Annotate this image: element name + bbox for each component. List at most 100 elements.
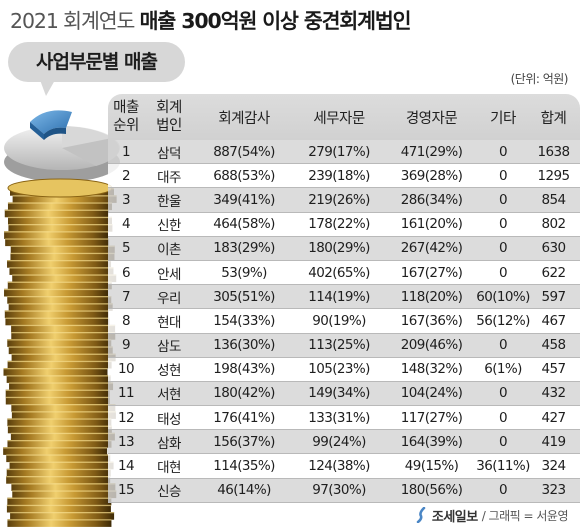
cell-firm: 우리 bbox=[157, 290, 181, 307]
cell-total: 419 bbox=[541, 433, 567, 450]
coin bbox=[12, 195, 117, 203]
cell-etc: 0 bbox=[499, 216, 508, 233]
coin-rim bbox=[3, 368, 108, 370]
cell-firm: 신한 bbox=[157, 218, 181, 235]
coin bbox=[12, 490, 117, 499]
coin-rim bbox=[8, 216, 113, 219]
coin-rim bbox=[7, 418, 112, 420]
coin bbox=[4, 310, 109, 319]
cell-etc: 0 bbox=[499, 167, 508, 184]
cell-audit: 180(42%) bbox=[213, 385, 275, 402]
cell-firm: 서현 bbox=[157, 387, 181, 404]
cell-rank: 12 bbox=[118, 409, 135, 426]
cell-mgmt: 167(27%) bbox=[400, 264, 463, 281]
cell-rank: 3 bbox=[122, 191, 131, 208]
coin-rim bbox=[6, 454, 111, 456]
table-row: 5 이촌 183(29%) 180(29%) 267(42%) 0 630 bbox=[108, 236, 580, 261]
coin bbox=[7, 360, 112, 369]
coin-rim bbox=[5, 317, 110, 319]
coin bbox=[10, 252, 115, 261]
coin-rim bbox=[4, 310, 109, 312]
cell-tax: 105(23%) bbox=[308, 361, 370, 378]
coin-rim bbox=[6, 504, 111, 507]
cell-rank: 2 bbox=[122, 167, 131, 184]
coin bbox=[6, 454, 111, 463]
table-header: 매출 순위 회계 법인 회계감사 세무자문 경영자문 기타 합계 bbox=[108, 94, 580, 140]
cell-tax: 124(38%) bbox=[308, 458, 370, 475]
coin bbox=[10, 245, 115, 254]
header-rank-line1: 매출 bbox=[113, 100, 139, 116]
coin bbox=[7, 296, 112, 304]
cell-tax: 99(24%) bbox=[312, 433, 366, 450]
coin-rim bbox=[6, 476, 111, 478]
cell-mgmt: 104(24%) bbox=[400, 385, 463, 402]
coin-rim bbox=[7, 296, 112, 298]
coin-rim bbox=[7, 497, 112, 499]
header-mgmt: 경영자문 bbox=[405, 110, 458, 127]
cell-total: 432 bbox=[541, 385, 567, 402]
table-row: 8 현대 154(33%) 90(19%) 167(36%) 56(12%) 467 bbox=[108, 309, 580, 334]
cell-rank: 9 bbox=[122, 337, 131, 354]
table-row: 10 성현 198(43%) 105(23%) 148(32%) 6(1%) 457 bbox=[108, 357, 580, 382]
cell-tax: 402(65%) bbox=[308, 264, 370, 281]
coin bbox=[11, 324, 116, 333]
cell-audit: 305(51%) bbox=[213, 288, 275, 305]
cell-tax: 178(22%) bbox=[308, 216, 370, 233]
cell-firm: 현대 bbox=[157, 314, 181, 331]
coin-top-face bbox=[7, 178, 113, 198]
coin bbox=[6, 468, 111, 477]
cell-audit: 154(33%) bbox=[213, 312, 275, 329]
brush-stroke-icon bbox=[416, 507, 426, 523]
cell-firm: 태성 bbox=[157, 411, 181, 428]
cell-rank: 1 bbox=[122, 143, 131, 160]
cell-mgmt: 180(56%) bbox=[400, 482, 463, 499]
cell-mgmt: 118(20%) bbox=[400, 288, 463, 305]
table-row: 7 우리 305(51%) 114(19%) 118(20%) 60(10%) 597 bbox=[108, 285, 580, 310]
coin bbox=[9, 382, 114, 391]
table-row: 6 안세 53(9%) 402(65%) 167(27%) 0 622 bbox=[108, 260, 580, 286]
cell-rank: 8 bbox=[122, 312, 131, 329]
cell-total: 802 bbox=[541, 216, 567, 233]
coin bbox=[11, 353, 116, 362]
coin-rim bbox=[12, 274, 117, 276]
cell-mgmt: 369(28%) bbox=[400, 167, 463, 184]
cell-firm: 삼화 bbox=[157, 435, 181, 452]
table-row: 15 신승 46(14%) 97(30%) 180(56%) 0 323 bbox=[108, 478, 580, 503]
coin bbox=[8, 303, 113, 311]
coin bbox=[7, 281, 112, 290]
coin bbox=[7, 440, 112, 448]
section-subtitle: 사업부문별 매출 bbox=[8, 42, 185, 82]
coin-rim bbox=[11, 332, 116, 334]
cell-etc: 6(1%) bbox=[484, 361, 522, 378]
coin-rim bbox=[9, 382, 114, 384]
cell-mgmt: 49(15%) bbox=[404, 458, 459, 475]
cell-total: 630 bbox=[541, 240, 567, 257]
cell-etc: 0 bbox=[499, 264, 508, 281]
cell-total: 458 bbox=[541, 337, 567, 354]
table-row: 4 신한 464(58%) 178(22%) 161(20%) 0 802 bbox=[108, 212, 580, 237]
cell-tax: 149(34%) bbox=[308, 385, 370, 402]
coin bbox=[6, 504, 111, 513]
coin-rim bbox=[7, 202, 112, 204]
cell-tax: 90(19%) bbox=[312, 312, 366, 329]
cell-total: 457 bbox=[541, 361, 567, 378]
cell-rank: 15 bbox=[118, 482, 135, 499]
coin bbox=[7, 339, 112, 347]
coin-stack-illustration bbox=[0, 70, 125, 530]
cell-audit: 136(30%) bbox=[213, 337, 275, 354]
coin-rim bbox=[7, 519, 112, 521]
coin-rim bbox=[10, 432, 115, 435]
cell-mgmt: 286(34%) bbox=[400, 191, 463, 208]
cell-mgmt: 164(39%) bbox=[400, 433, 463, 450]
coin-rim bbox=[6, 375, 111, 377]
table-row: 11 서현 180(42%) 149(34%) 104(24%) 0 432 bbox=[108, 381, 580, 407]
header-etc: 기타 bbox=[490, 110, 516, 127]
cell-etc: 0 bbox=[499, 409, 508, 426]
coin bbox=[7, 519, 112, 527]
coin bbox=[10, 432, 115, 441]
coin bbox=[9, 461, 114, 470]
cell-total: 427 bbox=[541, 409, 567, 426]
coin-rim bbox=[7, 440, 112, 442]
cell-mgmt: 161(20%) bbox=[400, 216, 463, 233]
header-firm-line1: 회계 bbox=[156, 100, 182, 116]
